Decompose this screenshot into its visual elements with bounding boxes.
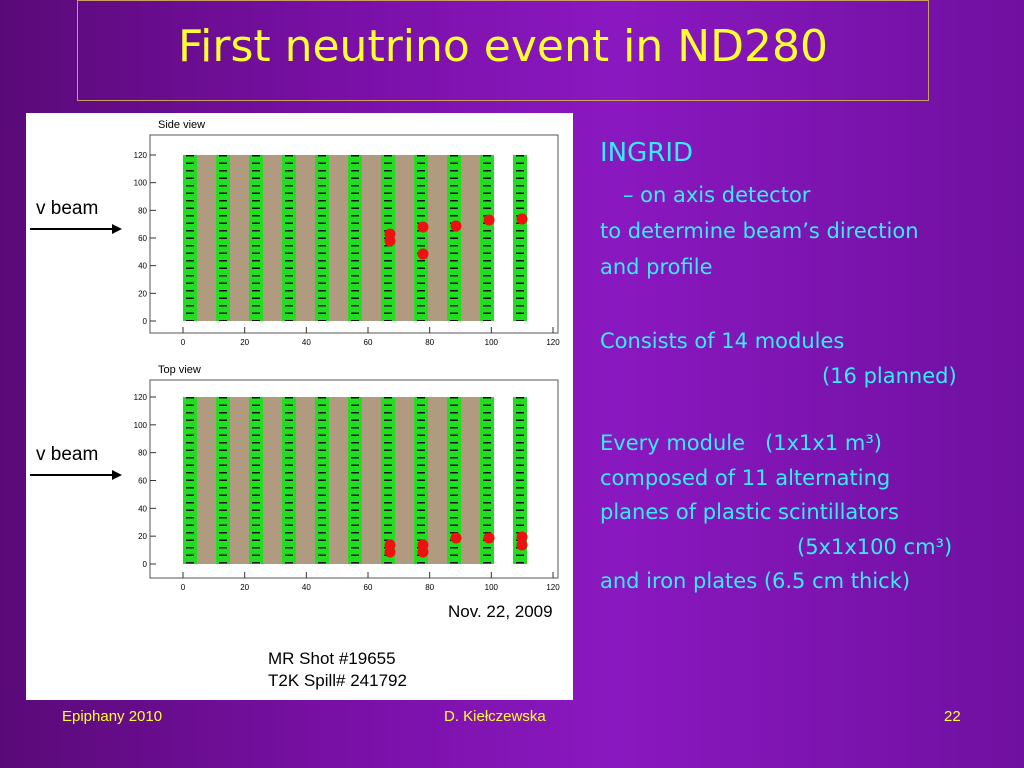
- beam-label: v beam: [36, 444, 98, 465]
- footer-right: 22: [944, 708, 961, 725]
- body-line: Consists of 14 modules: [600, 329, 845, 353]
- body-line: and profile: [600, 255, 713, 279]
- iron-plate: [197, 155, 216, 321]
- iron-plate: [428, 397, 447, 564]
- iron-plate: [461, 397, 480, 564]
- iron-plate: [296, 155, 315, 321]
- y-tick-label: 100: [134, 421, 148, 430]
- shot-number: MR Shot #19655: [268, 649, 396, 668]
- x-tick-label: 100: [485, 583, 499, 592]
- hit: [516, 539, 528, 551]
- hit: [450, 220, 462, 232]
- iron-plate: [329, 155, 348, 321]
- x-tick-label: 40: [302, 583, 311, 592]
- iron-plate: [263, 155, 282, 321]
- y-tick-label: 80: [138, 206, 147, 215]
- x-tick-label: 100: [485, 338, 499, 347]
- x-tick-label: 20: [240, 338, 249, 347]
- x-tick-label: 20: [240, 583, 249, 592]
- body-line: Every module (1x1x1 m³): [600, 431, 882, 455]
- body-line: planes of plastic scintillators: [600, 500, 899, 524]
- beam-label: v beam: [36, 198, 98, 219]
- body-line: (5x1x100 cm³): [797, 535, 953, 559]
- x-tick-label: 120: [546, 338, 560, 347]
- body-line: (16 planned): [822, 364, 957, 388]
- title-box: First neutrino event in ND280: [77, 0, 929, 101]
- iron-plate: [230, 155, 249, 321]
- x-tick-label: 80: [425, 338, 434, 347]
- title: First neutrino event in ND280: [178, 21, 828, 72]
- y-tick-label: 120: [134, 151, 148, 160]
- x-tick-label: 80: [425, 583, 434, 592]
- y-tick-label: 80: [138, 449, 147, 458]
- footer-center: D. Kiełczewska: [444, 708, 546, 725]
- y-tick-label: 60: [138, 234, 147, 243]
- iron-plate: [461, 155, 480, 321]
- x-tick-label: 60: [364, 338, 373, 347]
- hit: [417, 248, 429, 260]
- iron-plate: [296, 397, 315, 564]
- y-tick-label: 120: [134, 393, 148, 402]
- iron-plate: [197, 397, 216, 564]
- iron-plate: [263, 397, 282, 564]
- x-tick-label: 0: [181, 338, 186, 347]
- y-tick-label: 20: [138, 532, 147, 541]
- y-tick-label: 20: [138, 289, 147, 298]
- iron-plate: [395, 397, 414, 564]
- iron-plate: [230, 397, 249, 564]
- iron-plate: [428, 155, 447, 321]
- x-tick-label: 120: [546, 583, 560, 592]
- panel-title: Side view: [158, 119, 205, 131]
- hit: [483, 532, 495, 544]
- iron-plate: [395, 155, 414, 321]
- hit: [384, 546, 396, 558]
- beam-arrowhead: [112, 470, 122, 480]
- body-line: composed of 11 alternating: [600, 466, 891, 490]
- panel-title: Top view: [158, 364, 201, 376]
- iron-plate: [362, 155, 381, 321]
- y-tick-label: 60: [138, 477, 147, 486]
- y-tick-label: 40: [138, 504, 147, 513]
- iron-plate: [362, 397, 381, 564]
- hit: [417, 546, 429, 558]
- hit: [450, 532, 462, 544]
- hit: [516, 213, 528, 225]
- body-line: and iron plates (6.5 cm thick): [600, 569, 911, 593]
- body-line: – on axis detector: [623, 183, 811, 207]
- y-tick-label: 0: [143, 317, 148, 326]
- beam-arrowhead: [112, 224, 122, 234]
- x-tick-label: 0: [181, 583, 186, 592]
- y-tick-label: 40: [138, 262, 147, 271]
- hit: [483, 214, 495, 226]
- footer-left: Epiphany 2010: [62, 708, 163, 725]
- y-tick-label: 100: [134, 179, 148, 188]
- hit: [417, 221, 429, 233]
- x-tick-label: 60: [364, 583, 373, 592]
- event-date: Nov. 22, 2009: [448, 602, 553, 621]
- event-display: Side view 0 20 40 60 80 100 120 0 20 40 60 80 100 120 v…: [26, 113, 573, 700]
- y-tick-label: 0: [143, 560, 148, 569]
- hit: [384, 235, 396, 247]
- body-line: to determine beam’s direction: [600, 219, 919, 243]
- heading: INGRID: [600, 138, 694, 168]
- spill-number: T2K Spill# 241792: [268, 671, 407, 690]
- x-tick-label: 40: [302, 338, 311, 347]
- iron-plate: [329, 397, 348, 564]
- hit: [516, 531, 528, 543]
